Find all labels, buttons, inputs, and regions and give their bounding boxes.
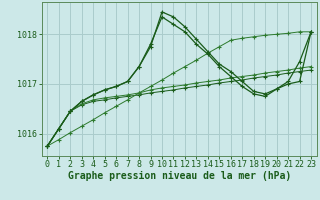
X-axis label: Graphe pression niveau de la mer (hPa): Graphe pression niveau de la mer (hPa) (68, 171, 291, 181)
